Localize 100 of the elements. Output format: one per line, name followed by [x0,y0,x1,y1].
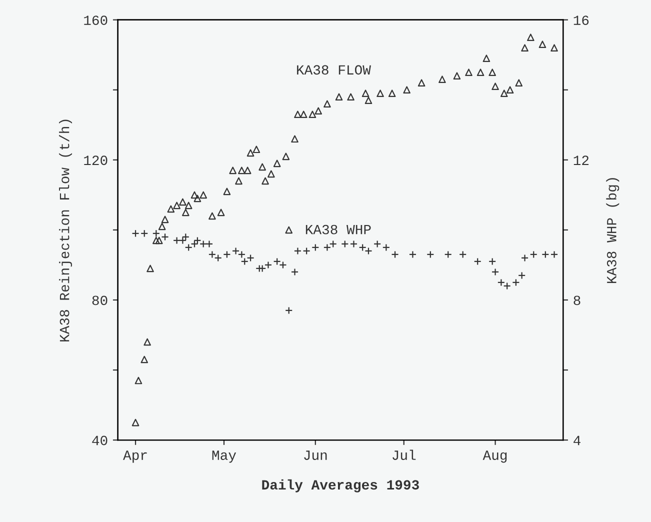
point [282,152,290,160]
point [273,258,281,266]
point [214,254,222,262]
point [152,230,160,238]
point [444,250,452,258]
point [418,79,426,87]
point [503,282,511,290]
point [291,135,298,143]
point [294,247,302,255]
point [538,40,546,48]
point [527,34,534,42]
point [285,306,293,314]
point [217,208,225,216]
point [520,254,529,262]
point [426,250,434,258]
point [279,261,287,269]
series-label: KA38 FLOW [297,65,371,75]
x-tick-label: Aug [482,450,507,463]
x-tick-label: Jul [392,450,416,460]
point [173,202,180,210]
point [542,250,550,258]
point [184,202,192,210]
point [530,250,538,258]
point [244,166,252,174]
point [158,222,166,230]
point [252,146,260,154]
point [341,240,349,248]
point [408,250,417,258]
point [302,247,310,255]
point [491,268,500,276]
x-axis-title: Daily Averages 1993 [262,479,419,492]
point [229,166,236,174]
point [246,149,254,157]
y-tick-label: 160 [84,16,108,26]
point [140,356,148,364]
point [179,198,186,206]
y2-tick-label: 16 [574,16,589,26]
point [182,208,190,216]
point [223,188,231,196]
point [273,160,281,168]
point [465,68,472,76]
point [161,216,169,224]
point [232,247,240,255]
point [308,110,316,118]
point [140,230,148,238]
y-tick-label: 120 [84,156,108,166]
point [167,205,175,213]
point [155,236,163,244]
point [364,247,372,255]
point [194,194,202,202]
point [190,191,198,199]
point [362,90,370,98]
point [290,268,299,276]
series-label: KA38 WHP [306,224,371,234]
point [488,258,496,266]
point [476,68,484,76]
point [294,110,302,118]
point [376,90,384,98]
y2-tick-label: 12 [574,156,589,165]
point [488,68,496,76]
point [550,44,558,52]
point [312,244,320,252]
x-tick-label: Apr [123,450,147,463]
point [314,107,322,115]
point [134,376,142,384]
point [238,250,246,258]
point [506,86,514,94]
point [178,236,187,244]
point [172,236,181,244]
point [152,236,160,244]
point [492,82,499,90]
point [132,418,140,426]
point [453,72,461,80]
point [324,100,331,108]
point [161,233,169,241]
point [144,338,151,346]
point [194,236,202,244]
point [205,240,214,248]
point [364,96,372,104]
point [262,177,269,185]
point [374,240,382,248]
point [200,191,208,199]
point [208,212,216,220]
point [223,250,231,258]
point [132,230,140,238]
y2-tick-label: 8 [574,296,580,306]
point [182,233,190,241]
point [500,90,508,98]
point [391,250,399,258]
y-axis-title: KA38 Reinjection Flow (t/h) [59,120,72,342]
point [268,170,275,178]
point [200,240,208,248]
point [146,264,154,272]
point [438,76,446,84]
point [300,110,308,118]
point [521,44,528,52]
point [350,240,358,248]
point [382,244,390,252]
point [358,244,366,252]
y2-tick-label: 4 [574,436,580,446]
